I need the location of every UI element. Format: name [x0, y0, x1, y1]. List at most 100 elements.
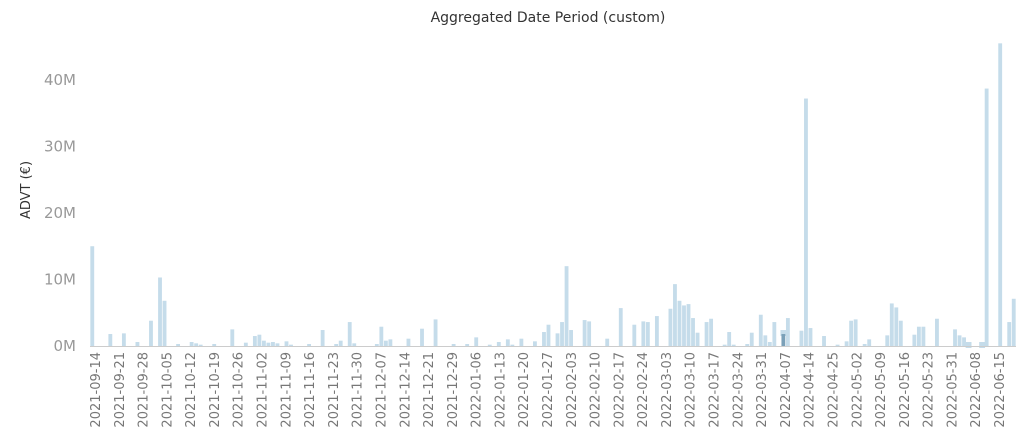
bar — [867, 339, 872, 346]
bar — [587, 321, 592, 346]
x-tick-label: 2021-12-07 — [375, 352, 390, 428]
x-tick-label: 2022-02-03 — [565, 352, 580, 428]
bar — [704, 322, 709, 346]
bar — [121, 333, 126, 346]
bar — [90, 246, 95, 346]
bar — [546, 324, 551, 346]
x-tick-label: 2022-04-07 — [779, 352, 794, 428]
bar — [998, 43, 1003, 346]
bar — [533, 341, 537, 346]
bar — [243, 342, 248, 346]
bar — [889, 303, 894, 346]
bar-cap — [979, 342, 986, 348]
bar — [691, 318, 695, 346]
bar — [284, 341, 289, 346]
x-tick-label: 2022-05-31 — [945, 352, 960, 428]
bar — [149, 320, 153, 346]
bar — [853, 319, 858, 346]
x-tick-label: 2022-03-10 — [684, 352, 699, 428]
bar — [763, 335, 768, 346]
bar — [758, 314, 763, 346]
bar — [347, 322, 352, 346]
bar — [275, 343, 280, 346]
bar — [781, 334, 786, 346]
bar — [135, 342, 140, 346]
bar — [695, 332, 700, 346]
bar — [1007, 322, 1012, 346]
bar — [682, 305, 686, 346]
bar — [582, 320, 587, 346]
bar — [569, 330, 573, 346]
bar — [962, 337, 966, 346]
bar — [953, 329, 957, 346]
bar — [673, 284, 677, 346]
x-tick-label: 2022-05-02 — [850, 352, 865, 428]
bars — [90, 43, 1016, 348]
bar — [885, 335, 890, 346]
x-tick-label: 2022-05-16 — [898, 352, 913, 428]
bar — [465, 344, 470, 346]
bar — [474, 337, 479, 346]
x-tick-label: 2021-10-05 — [160, 352, 175, 428]
y-axis-label: ADVT (€) — [19, 161, 34, 219]
bar — [727, 332, 732, 346]
bar — [261, 340, 266, 346]
x-tick-label: 2021-11-23 — [327, 352, 342, 428]
x-tick-label: 2022-02-17 — [612, 352, 627, 428]
bar — [709, 318, 714, 346]
x-tick-label: 2021-10-19 — [208, 352, 223, 428]
bar — [542, 332, 546, 346]
x-tick-label: 2021-09-28 — [137, 352, 152, 428]
x-tick-label: 2021-10-12 — [184, 352, 199, 428]
y-tick-label: 40M — [44, 71, 76, 89]
x-tick-label: 2021-09-14 — [89, 352, 104, 428]
bar — [957, 335, 962, 346]
bar — [935, 318, 939, 346]
bar — [487, 344, 492, 346]
bar — [921, 326, 926, 346]
bar — [212, 344, 217, 346]
x-tick-label: 2022-01-13 — [493, 352, 508, 428]
x-tick-label: 2021-11-30 — [351, 352, 366, 428]
bar — [510, 344, 515, 346]
bar — [772, 322, 777, 346]
bar — [849, 320, 854, 346]
bar — [189, 342, 194, 346]
bar — [320, 330, 325, 346]
bar — [641, 321, 646, 346]
bar — [749, 332, 754, 346]
bar — [785, 318, 790, 346]
x-tick-label: 2022-03-17 — [708, 352, 723, 428]
bar — [266, 342, 271, 346]
x-tick-label: 2022-04-14 — [803, 352, 818, 428]
bar — [338, 340, 343, 346]
bar — [496, 342, 501, 346]
bar — [406, 338, 411, 346]
bar — [289, 344, 293, 346]
x-tick-label: 2022-03-31 — [755, 352, 770, 428]
bar — [618, 308, 623, 346]
bar — [835, 344, 840, 346]
bar — [505, 339, 510, 346]
bar — [108, 334, 113, 346]
bar — [555, 333, 560, 346]
y-tick-label: 10M — [44, 270, 76, 288]
bar — [844, 341, 849, 346]
bar — [176, 344, 180, 346]
bar — [564, 266, 569, 346]
bar — [374, 344, 379, 346]
bar — [722, 344, 727, 346]
y-tick-label: 20M — [44, 204, 76, 222]
bar — [383, 340, 388, 346]
bar — [916, 326, 921, 346]
bar — [162, 300, 167, 346]
bar — [420, 328, 424, 346]
x-tick-label: 2022-05-09 — [874, 352, 889, 428]
bar-cap — [965, 342, 972, 348]
x-tick-label: 2022-04-25 — [827, 352, 842, 428]
x-tick-label: 2021-12-14 — [398, 352, 413, 428]
y-tick-label: 30M — [44, 137, 76, 155]
bar — [158, 277, 162, 346]
